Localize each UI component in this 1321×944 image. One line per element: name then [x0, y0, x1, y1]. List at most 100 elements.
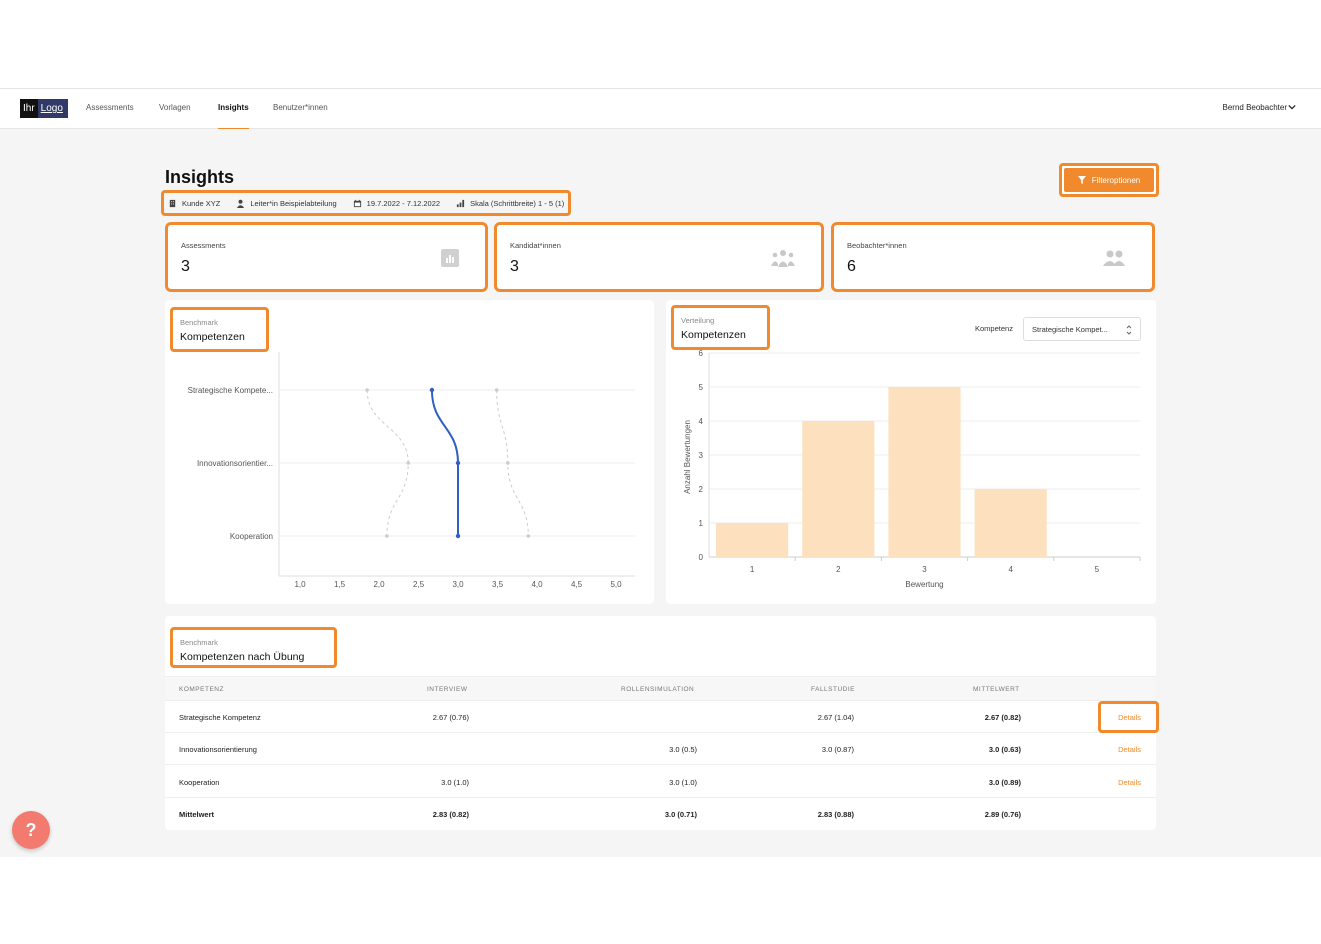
cell-name: Strategische Kompetenz [179, 713, 261, 722]
series-point-2 [494, 388, 499, 392]
scale-icon [456, 199, 465, 207]
table-title: Kompetenzen nach Übung [180, 651, 305, 663]
page-title: Insights [165, 167, 235, 187]
verteilung-card-header: Verteilung Kompetenzen [671, 305, 770, 350]
cell-interview: 3.0 (1.0) [441, 778, 469, 787]
x-tick-label: 3,0 [452, 580, 464, 589]
cell-fall: 3.0 (0.87) [821, 745, 854, 754]
stat-beobachter: Beobachter*innen 6 [831, 222, 1155, 292]
help-button[interactable]: ? [12, 811, 50, 849]
series-point-2 [526, 534, 531, 538]
meta-customer: Kunde XYZ [182, 198, 221, 208]
logo[interactable]: Ihr Logo [20, 99, 68, 118]
y-tick-label: Strategische Kompete... [188, 386, 273, 395]
th-rollensimulation: ROLLENSIMULATION [621, 686, 695, 693]
verteilung-title: Kompetenzen [681, 329, 746, 341]
y-tick-label: 0 [699, 553, 704, 562]
nav-vorlagen[interactable]: Vorlagen [159, 103, 191, 112]
series-point-2 [505, 461, 510, 465]
y-tick-label: 5 [699, 383, 704, 392]
cell-mittel: 2.67 (0.82) [984, 713, 1021, 722]
stat-label: Beobachter*innen [847, 241, 907, 250]
filter-button-label: Filteroptionen [1091, 175, 1141, 185]
calendar-icon [353, 199, 361, 207]
series-point-1 [365, 388, 369, 392]
series-point-0 [455, 460, 461, 466]
filter-button[interactable]: Filteroptionen [1059, 163, 1159, 197]
chevron-down-icon[interactable] [1288, 103, 1296, 111]
cell-mittel: 3.0 (0.89) [988, 778, 1021, 787]
x-tick-label: 1,0 [294, 580, 306, 589]
kompetenz-filter-label: Kompetenz [975, 324, 1013, 333]
group-icon [771, 250, 795, 267]
verteilung-subtitle: Verteilung [681, 316, 715, 325]
x-tick-label: 3 [922, 565, 927, 574]
y-axis-label: Anzahl Bewertungen [683, 420, 692, 494]
cell-rollen: 3.0 (1.0) [669, 778, 697, 787]
table-subtitle: Benchmark [180, 638, 218, 647]
series-point-1 [406, 461, 411, 465]
y-tick-label: 3 [699, 451, 704, 460]
x-tick-label: 4,5 [571, 580, 583, 589]
stat-value: 6 [847, 258, 856, 275]
stat-label: Assessments [181, 241, 226, 250]
table-row: Kooperation 3.0 (1.0) 3.0 (1.0) 3.0 (0.89) D… [165, 766, 1156, 798]
x-tick-label: 2,5 [413, 580, 425, 589]
user-menu[interactable]: Bernd Beobachter [1222, 103, 1288, 112]
cell-interview: 2.67 (0.76) [432, 713, 469, 722]
cell-rollen: 3.0 (0.5) [669, 745, 697, 754]
stat-value: 3 [181, 258, 190, 275]
kompetenz-select-value: Strategische Kompet... [1032, 325, 1108, 334]
table-header: KOMPETENZ INTERVIEW ROLLENSIMULATION FAL… [165, 676, 1156, 701]
x-tick-label: 4,0 [531, 580, 543, 589]
cell-name: Kooperation [179, 778, 220, 787]
y-tick-label: 6 [699, 349, 704, 358]
cell-fall: 2.67 (1.04) [817, 713, 854, 722]
x-axis-label: Bewertung [905, 580, 943, 589]
details-link[interactable]: Details [1118, 745, 1141, 754]
series-point-0 [455, 533, 461, 539]
y-tick-label: Innovationsorientier... [197, 459, 273, 468]
logo-part1: Ihr [20, 99, 38, 118]
th-kompetenz: KOMPETENZ [179, 686, 224, 693]
top-blank-area [0, 0, 1321, 88]
meta-role: Leiter*in Beispielabteilung [250, 198, 337, 208]
filter-icon [1077, 176, 1086, 184]
table-card-header: Benchmark Kompetenzen nach Übung [170, 627, 337, 668]
x-tick-label: 5,0 [610, 580, 622, 589]
bar [716, 523, 789, 557]
y-tick-label: 1 [699, 519, 704, 528]
nav-benutzer[interactable]: Benutzer*innen [273, 103, 328, 112]
x-tick-label: 1,5 [334, 580, 346, 589]
details-link[interactable]: Details [1118, 778, 1141, 787]
cell-interview: 2.83 (0.82) [432, 810, 469, 819]
navbar: Ihr Logo Assessments Vorlagen Insights B… [0, 88, 1321, 130]
logo-part2: Logo [40, 103, 63, 114]
building-icon [169, 199, 176, 207]
person-icon [237, 199, 245, 208]
benchmark-title: Kompetenzen [180, 331, 245, 343]
nav-assessments[interactable]: Assessments [86, 103, 134, 112]
x-tick-label: 1 [750, 565, 755, 574]
y-tick-label: 2 [699, 485, 704, 494]
bar-chart-icon [441, 249, 459, 267]
table-row: Strategische Kompetenz 2.67 (0.76) 2.67 (1… [165, 701, 1156, 733]
people-icon [1103, 250, 1125, 266]
stat-value: 3 [510, 258, 519, 275]
stat-label: Kandidat*innen [510, 241, 561, 250]
x-tick-label: 5 [1095, 565, 1100, 574]
meta-scale: Skala (Schrittbreite) 1 - 5 (1) [470, 198, 565, 208]
y-tick-label: Kooperation [230, 532, 273, 541]
table-row: Innovationsorientierung 3.0 (0.5) 3.0 (0.8… [165, 733, 1156, 765]
kompetenz-select[interactable]: Strategische Kompet... [1023, 317, 1141, 341]
meta-bar: Kunde XYZ Leiter*in Beispielabteilung 19… [161, 190, 572, 216]
th-fallstudie: FALLSTUDIE [811, 686, 856, 693]
verteilung-chart: 0 1 2 3 4 5 6 1 2 3 4 5 Bewertung Anzahl Bewertungen [683, 349, 1141, 589]
cell-fall: 2.83 (0.88) [817, 810, 854, 819]
stat-kandidaten: Kandidat*innen 3 [494, 222, 824, 292]
meta-daterange: 19.7.2022 - 7.12.2022 [366, 198, 441, 208]
x-tick-label: 2 [836, 565, 841, 574]
nav-insights[interactable]: Insights [218, 103, 249, 130]
cell-name: Mittelwert [179, 810, 215, 819]
details-link[interactable]: Details [1118, 713, 1141, 722]
